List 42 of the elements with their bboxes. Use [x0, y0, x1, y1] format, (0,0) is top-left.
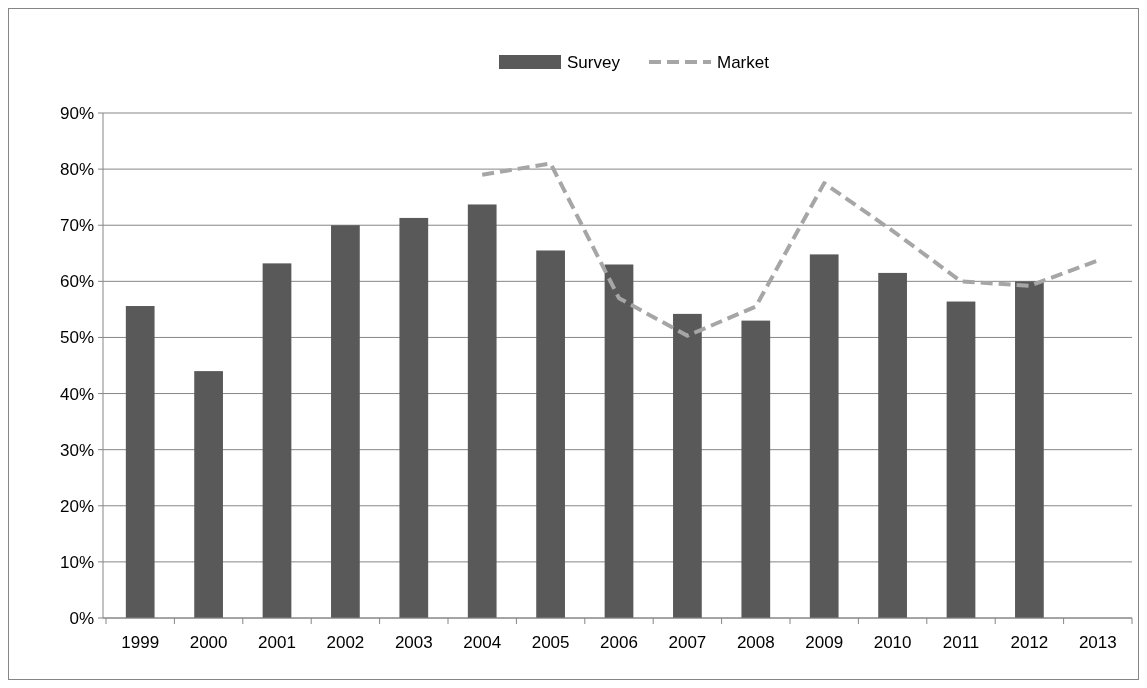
bar	[262, 263, 292, 618]
x-tick-label: 2006	[600, 633, 638, 652]
legend-label: Survey	[567, 52, 621, 72]
x-tick-label: 2005	[531, 633, 570, 652]
x-tick-label: 2008	[736, 633, 775, 652]
y-tick-label: 80%	[59, 160, 94, 180]
legend-label: Market	[717, 52, 770, 72]
bar	[946, 301, 976, 618]
x-tick-label: 2004	[463, 633, 502, 652]
bar	[604, 264, 634, 618]
y-tick-label: 30%	[59, 440, 94, 460]
x-tick-label: 2011	[942, 633, 980, 652]
x-tick-label: 1999	[121, 633, 160, 652]
y-tick-label: 60%	[59, 272, 94, 292]
x-tick-label: 2000	[189, 633, 228, 652]
x-tick-label: 2003	[394, 633, 433, 652]
line-series	[480, 161, 1100, 338]
bar	[467, 204, 497, 618]
y-tick-label: 70%	[59, 216, 94, 236]
x-tick-label: 2002	[326, 633, 365, 652]
x-tick-label: 2001	[258, 633, 296, 652]
x-tick-label: 2010	[873, 633, 912, 652]
bar	[399, 217, 429, 618]
y-tick-label: 0%	[69, 608, 94, 628]
bar	[194, 371, 223, 618]
bar	[673, 313, 702, 618]
y-tick-label: 20%	[59, 496, 94, 516]
x-tick-label: 2012	[1010, 633, 1049, 652]
y-tick-label: 40%	[59, 384, 94, 404]
y-tick-label: 10%	[59, 552, 94, 572]
bar	[125, 306, 155, 618]
x-tick-label: 2013	[1078, 633, 1117, 652]
x-tick-label: 2007	[668, 633, 707, 652]
bar	[331, 225, 360, 618]
bar	[809, 254, 839, 618]
bar	[536, 250, 565, 618]
bar	[1015, 281, 1044, 618]
bar	[741, 320, 771, 618]
y-tick-label: 90%	[59, 103, 94, 123]
x-tick-label: 2009	[805, 633, 844, 652]
bar	[878, 272, 907, 618]
y-tick-label: 50%	[59, 328, 94, 348]
